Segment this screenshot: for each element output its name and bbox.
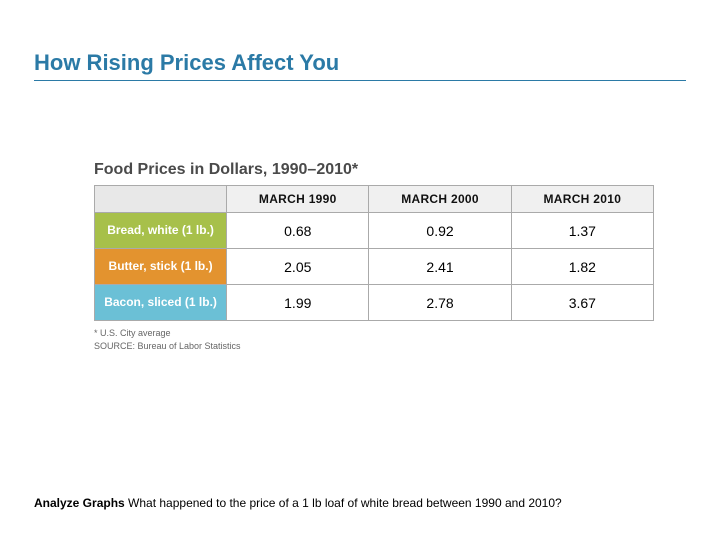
price-table: MARCH 1990 MARCH 2000 MARCH 2010 Bread, …: [94, 185, 654, 321]
figure-title: Food Prices in Dollars, 1990–2010*: [94, 161, 654, 179]
analyze-question: Analyze Graphs What happened to the pric…: [34, 496, 562, 510]
table-row: Bread, white (1 lb.) 0.68 0.92 1.37: [95, 213, 654, 249]
cell-bacon-1990: 1.99: [227, 285, 369, 321]
cell-butter-2010: 1.82: [511, 249, 653, 285]
table-row: Butter, stick (1 lb.) 2.05 2.41 1.82: [95, 249, 654, 285]
header-col-2010: MARCH 2010: [511, 186, 653, 213]
question-text: What happened to the price of a 1 lb loa…: [125, 496, 562, 510]
row-label-bread: Bread, white (1 lb.): [95, 213, 227, 249]
header-col-1990: MARCH 1990: [227, 186, 369, 213]
cell-bacon-2000: 2.78: [369, 285, 511, 321]
cell-bread-2000: 0.92: [369, 213, 511, 249]
footnote-asterisk: * U.S. City average: [94, 327, 654, 340]
row-label-bacon: Bacon, sliced (1 lb.): [95, 285, 227, 321]
footnotes: * U.S. City average SOURCE: Bureau of La…: [94, 327, 654, 352]
row-label-butter: Butter, stick (1 lb.): [95, 249, 227, 285]
cell-butter-2000: 2.41: [369, 249, 511, 285]
cell-bread-2010: 1.37: [511, 213, 653, 249]
page-title: How Rising Prices Affect You: [34, 50, 686, 81]
header-col-2000: MARCH 2000: [369, 186, 511, 213]
footnote-source: SOURCE: Bureau of Labor Statistics: [94, 340, 654, 353]
table-header-row: MARCH 1990 MARCH 2000 MARCH 2010: [95, 186, 654, 213]
header-empty: [95, 186, 227, 213]
table-row: Bacon, sliced (1 lb.) 1.99 2.78 3.67: [95, 285, 654, 321]
cell-bacon-2010: 3.67: [511, 285, 653, 321]
cell-bread-1990: 0.68: [227, 213, 369, 249]
question-lead: Analyze Graphs: [34, 496, 125, 510]
figure-container: Food Prices in Dollars, 1990–2010* MARCH…: [94, 161, 654, 352]
cell-butter-1990: 2.05: [227, 249, 369, 285]
